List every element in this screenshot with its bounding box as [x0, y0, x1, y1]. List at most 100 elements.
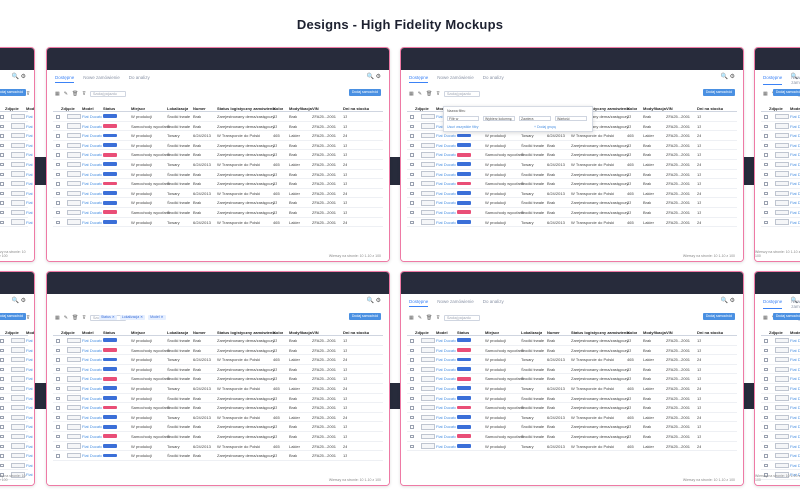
add-car-button[interactable]: Dodaj samochód: [703, 313, 735, 320]
add-car-button[interactable]: Dodaj samochód: [349, 89, 381, 96]
row-checkbox[interactable]: [0, 191, 4, 196]
model-link[interactable]: Fiat Ducato: [790, 414, 800, 420]
model-link[interactable]: Fiat Ducato: [790, 366, 800, 372]
row-checkbox[interactable]: [764, 444, 768, 449]
column-header[interactable]: Dni na stocku: [343, 330, 370, 335]
row-checkbox[interactable]: [56, 358, 60, 362]
row-checkbox[interactable]: [56, 172, 60, 177]
model-link[interactable]: Fiat Ducato: [436, 161, 457, 167]
model-link[interactable]: Fiat Ducato: [790, 219, 800, 225]
model-link[interactable]: Fiat Ducato: [436, 385, 457, 391]
model-link[interactable]: Fiat Ducato: [436, 443, 457, 449]
row-checkbox[interactable]: [56, 425, 60, 429]
row-checkbox[interactable]: [56, 210, 60, 215]
column-header[interactable]: Zdjęcie: [415, 106, 429, 111]
grid-icon[interactable]: ▦: [763, 315, 768, 321]
model-link[interactable]: Fiat Ducato: [26, 453, 34, 459]
model-link[interactable]: Fiat Ducato: [436, 338, 457, 343]
filter-chip[interactable]: Status ✕: [99, 315, 117, 320]
column-header[interactable]: Model: [790, 330, 800, 335]
trash-icon[interactable]: 🗑: [71, 315, 79, 321]
row-checkbox[interactable]: [0, 425, 4, 429]
tab-1[interactable]: Dostępne: [409, 299, 429, 307]
trash-icon[interactable]: 🗑: [71, 91, 79, 97]
column-header[interactable]: Dni na stocku: [343, 106, 370, 111]
row-checkbox[interactable]: [56, 415, 60, 420]
tab-2[interactable]: Nowe zamówienie: [791, 75, 800, 85]
row-checkbox[interactable]: [764, 406, 768, 410]
column-header[interactable]: Kolor: [273, 106, 284, 111]
model-link[interactable]: Fiat Ducato: [436, 142, 457, 148]
row-checkbox[interactable]: [0, 386, 4, 391]
model-link[interactable]: Fiat Ducato: [82, 443, 103, 449]
column-header[interactable]: Model: [82, 330, 94, 335]
model-link[interactable]: Fiat Ducato: [26, 338, 34, 343]
row-checkbox[interactable]: [0, 134, 4, 138]
model-link[interactable]: Fiat Ducato: [26, 114, 34, 119]
row-checkbox[interactable]: [0, 143, 4, 148]
model-link[interactable]: Fiat Ducato: [82, 376, 103, 382]
column-header[interactable]: Status logistyczny zamówienia: [571, 330, 630, 335]
add-car-button[interactable]: Dodaj samochód: [349, 313, 381, 320]
row-checkbox[interactable]: [764, 134, 768, 138]
tab-1[interactable]: Dostępne: [409, 75, 429, 83]
row-checkbox[interactable]: [0, 153, 4, 157]
row-checkbox[interactable]: [764, 454, 768, 458]
model-link[interactable]: Fiat Ducato: [26, 152, 34, 158]
column-header[interactable]: Zdjęcie: [415, 330, 429, 335]
column-header[interactable]: Zdjęcie: [769, 330, 783, 335]
row-checkbox[interactable]: [56, 191, 60, 196]
model-link[interactable]: Fiat Ducato: [82, 395, 103, 401]
model-link[interactable]: Fiat Ducato: [790, 462, 800, 468]
column-header[interactable]: Miejsce: [485, 330, 500, 335]
add-group-button[interactable]: + Dodaj grupę: [534, 125, 557, 129]
row-checkbox[interactable]: [764, 210, 768, 215]
row-checkbox[interactable]: [410, 210, 414, 215]
row-checkbox[interactable]: [410, 425, 414, 429]
row-checkbox[interactable]: [56, 377, 60, 381]
row-checkbox[interactable]: [764, 348, 768, 353]
filter-icon[interactable]: ⊽: [82, 315, 86, 321]
model-link[interactable]: Fiat Ducato: [26, 200, 34, 206]
model-link[interactable]: Fiat Ducato: [436, 376, 457, 382]
row-checkbox[interactable]: [764, 425, 768, 429]
row-checkbox[interactable]: [764, 358, 768, 362]
model-link[interactable]: Fiat Ducato: [82, 414, 103, 420]
grid-icon[interactable]: ▦: [409, 315, 414, 321]
row-checkbox[interactable]: [410, 182, 414, 186]
model-link[interactable]: Fiat Ducato: [82, 123, 103, 129]
model-link[interactable]: Fiat Ducato: [790, 161, 800, 167]
model-link[interactable]: Fiat Ducato: [790, 357, 800, 363]
model-link[interactable]: Fiat Ducato: [82, 161, 103, 167]
model-link[interactable]: Fiat Ducato: [790, 114, 800, 119]
row-checkbox[interactable]: [56, 143, 60, 148]
row-checkbox[interactable]: [410, 191, 414, 196]
tab-3[interactable]: Do analizy: [482, 299, 504, 304]
row-checkbox[interactable]: [0, 115, 4, 119]
row-checkbox[interactable]: [764, 182, 768, 186]
row-checkbox[interactable]: [410, 115, 414, 119]
model-link[interactable]: Fiat Ducato: [26, 395, 34, 401]
